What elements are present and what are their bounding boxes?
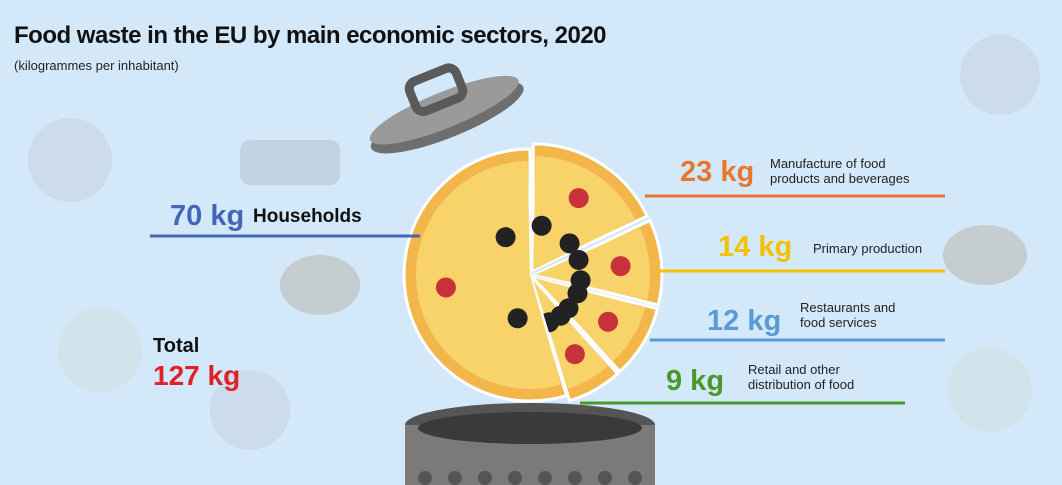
category-label: Households	[253, 206, 362, 227]
topping	[598, 311, 619, 332]
background-decor	[28, 35, 1040, 450]
topping	[531, 215, 552, 236]
topping	[568, 249, 589, 270]
total-label: Total	[153, 335, 200, 357]
topping	[435, 277, 456, 298]
topping	[495, 227, 516, 248]
topping	[568, 188, 589, 209]
value-label: 70 kg	[170, 200, 245, 232]
pie-slice-topping	[532, 280, 608, 389]
value-label: 12 kg	[707, 305, 782, 337]
topping	[610, 256, 631, 277]
category-label: Primary production	[813, 241, 923, 256]
trash-lid	[369, 63, 524, 154]
pie-slice-topping	[415, 161, 561, 390]
pie-slice-topping	[535, 227, 650, 300]
title: Food waste in the EU by main economic se…	[14, 22, 607, 49]
trash-can	[405, 403, 655, 485]
pizza-pie	[402, 142, 664, 403]
topping	[567, 283, 588, 304]
value-label: 23 kg	[680, 156, 755, 188]
topping	[507, 308, 528, 329]
topping	[559, 233, 580, 254]
category-label: Retail and other distribution of food	[748, 362, 855, 392]
total-value: 127 kg	[153, 360, 241, 391]
pie-slice-topping	[535, 278, 646, 362]
leader-lines	[150, 194, 945, 405]
value-label: 14 kg	[718, 231, 793, 263]
category-label: Manufacture of food products and beverag…	[770, 156, 910, 186]
topping	[564, 344, 585, 365]
category-label: Restaurants and food services	[800, 300, 896, 330]
subtitle: (kilogrammes per inhabitant)	[14, 58, 179, 73]
pie-slice-topping	[533, 155, 636, 270]
value-label: 9 kg	[666, 365, 725, 397]
